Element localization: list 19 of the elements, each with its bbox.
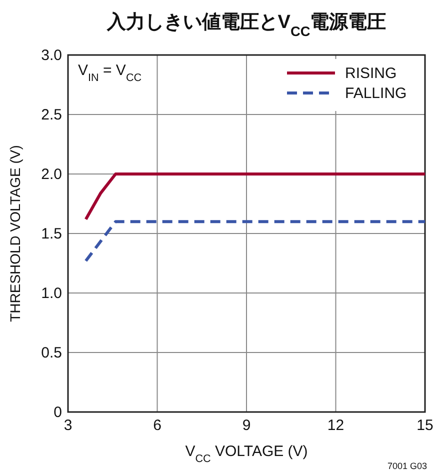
y-tick-label: 0 (54, 404, 62, 421)
x-tick-label: 3 (64, 417, 72, 434)
y-tick-label: 3.0 (41, 47, 62, 64)
x-tick-label: 15 (416, 417, 434, 434)
y-tick-label: 2.5 (41, 106, 62, 124)
legend-label: RISING (345, 65, 397, 82)
y-tick-label: 1.0 (41, 285, 62, 302)
x-tick-label: 6 (153, 417, 162, 434)
chart-title: 入力しきい値電圧とV$_{CC}$電源電圧 (106, 11, 386, 38)
y-axis-title: THRESHOLD VOLTAGE (V) (7, 145, 23, 322)
y-tick-label: 1.5 (41, 226, 62, 242)
y-tick-label: 0.5 (41, 344, 62, 362)
x-axis-title: V$_{CC}$ VOLTAGE (V) (185, 443, 308, 465)
x-tick-label: 9 (242, 417, 251, 434)
legend-label: FALLING (345, 85, 407, 102)
y-tick-label: 2.0 (41, 166, 62, 183)
annotation: V$_{IN}$ = V$_{CC}$ (78, 62, 142, 84)
x-tick-label: 12 (327, 417, 344, 434)
text: 7001 G03 (387, 461, 427, 471)
